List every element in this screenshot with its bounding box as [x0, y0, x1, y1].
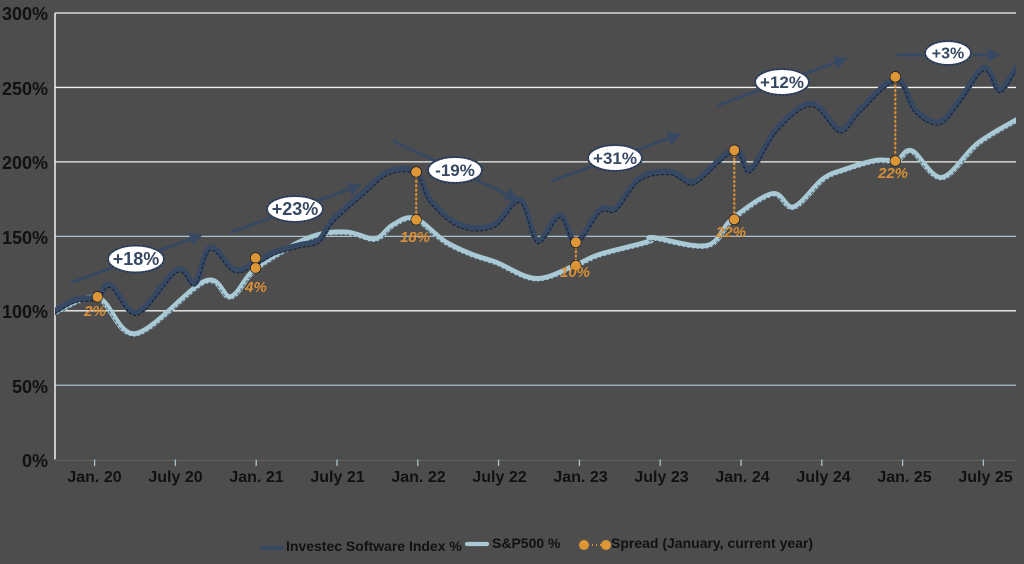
svg-text:Spread (January, current year): Spread (January, current year) — [611, 535, 813, 551]
svg-text:+18%: +18% — [113, 249, 160, 269]
svg-text:S&P500 %: S&P500 % — [492, 535, 561, 551]
svg-text:+23%: +23% — [272, 199, 319, 219]
svg-text:Investec Software Index %: Investec Software Index % — [286, 538, 462, 554]
svg-text:+12%: +12% — [760, 73, 804, 92]
svg-text:+3%: +3% — [932, 45, 964, 62]
svg-text:-19%: -19% — [435, 161, 475, 180]
svg-text:+31%: +31% — [593, 149, 637, 168]
